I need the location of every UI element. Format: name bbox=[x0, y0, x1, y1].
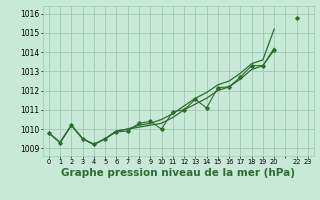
X-axis label: Graphe pression niveau de la mer (hPa): Graphe pression niveau de la mer (hPa) bbox=[61, 168, 295, 178]
